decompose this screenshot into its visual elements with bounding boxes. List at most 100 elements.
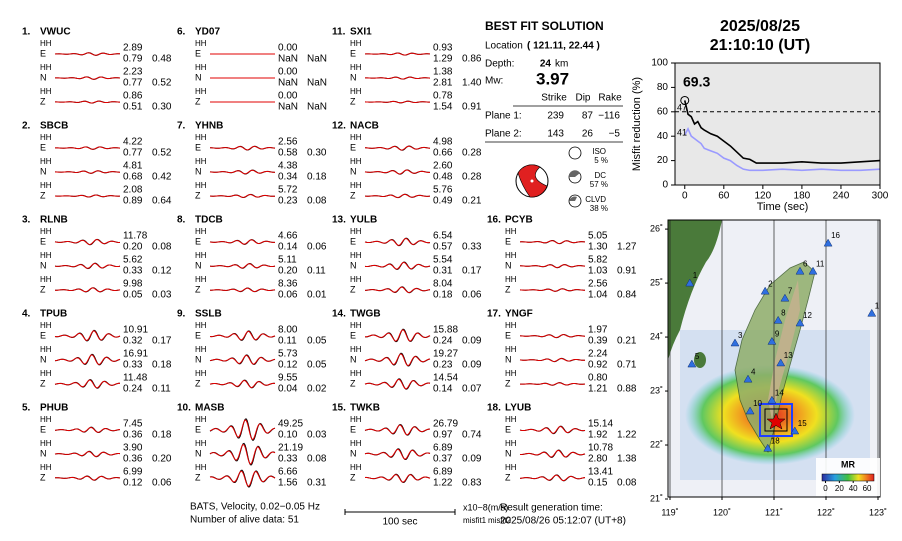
misfit1: 0.06 <box>278 290 298 301</box>
component-label: Z <box>195 284 201 294</box>
misfit1: 0.32 <box>123 336 143 347</box>
station-label: 10 <box>753 399 762 408</box>
component-name: ISO <box>592 147 606 156</box>
y-tick-label: 21˚ <box>650 493 663 503</box>
misfit2: 0.09 <box>462 454 482 465</box>
waveform-synthetic <box>209 444 276 465</box>
misfit1: 0.23 <box>278 196 298 207</box>
amplitude: 21.19 <box>278 443 303 454</box>
station-label: 2 <box>768 279 773 288</box>
station-number: 16. <box>487 215 501 226</box>
channel-label: HH <box>505 251 517 260</box>
waveform-synthetic <box>209 169 276 175</box>
amplitude: 16.91 <box>123 349 148 360</box>
waveform-synthetic <box>209 470 276 487</box>
misfit2: 0.12 <box>152 266 172 277</box>
misfit1: 0.79 <box>123 54 143 65</box>
misfit2: 0.07 <box>462 384 482 395</box>
plane-value: 87 <box>582 111 594 122</box>
waveform-synthetic <box>364 448 431 460</box>
misfit1: 0.12 <box>278 360 298 371</box>
channel-label: HH <box>350 133 362 142</box>
misfit2: 0.08 <box>152 242 172 253</box>
misfit2: 0.71 <box>617 360 637 371</box>
misfit1: 1.22 <box>433 478 453 489</box>
waveform-synthetic <box>365 329 431 342</box>
channel-label: HH <box>195 63 207 72</box>
y-tick-label: 80 <box>657 82 669 93</box>
waveform-synthetic <box>364 424 431 436</box>
waveform-synthetic <box>364 286 431 294</box>
misfit2: 0.20 <box>152 454 172 465</box>
waveform-synthetic <box>209 239 276 245</box>
component-label: Z <box>350 378 356 388</box>
misfit2: 0.18 <box>152 360 172 371</box>
station-name: TPUB <box>40 309 67 320</box>
channel-label: HH <box>40 63 52 72</box>
component-label: Z <box>40 96 46 106</box>
channel-label: HH <box>350 345 362 354</box>
station-marker <box>823 238 833 247</box>
station-number: 5. <box>22 403 31 414</box>
station-name: SXI1 <box>350 27 372 38</box>
misfit2: 0.09 <box>462 360 482 371</box>
waveform-synthetic <box>519 425 586 434</box>
channel-label: HH <box>505 345 517 354</box>
result-time: 2025/08/26 05:12:07 (UT+8) <box>500 516 626 527</box>
component-label: E <box>195 424 201 434</box>
station-label: 7 <box>788 286 793 295</box>
misfit2: 0.84 <box>617 290 637 301</box>
peak-marker <box>680 95 690 105</box>
misfit1: 0.18 <box>433 290 453 301</box>
component-icon-fill <box>569 196 577 201</box>
component-label: N <box>350 72 357 82</box>
station-marker <box>790 426 800 435</box>
channel-label: HH <box>195 133 207 142</box>
misfit2: 0.08 <box>307 454 327 465</box>
station-number: 10. <box>177 403 191 414</box>
waveform-synthetic <box>54 239 121 245</box>
component-label: Z <box>195 190 201 200</box>
plane-label: Plane 1: <box>485 111 522 122</box>
misfit1: 1.54 <box>433 102 453 113</box>
y-axis-label: Misfit reduction (%) <box>631 77 643 171</box>
amplitude: 5.72 <box>278 185 298 196</box>
amplitude: 11.78 <box>123 231 148 242</box>
misfit1: 0.24 <box>433 336 453 347</box>
channel-label: HH <box>505 275 517 284</box>
waveform-synthetic <box>364 52 431 56</box>
result-title: Result generation time: <box>500 503 603 514</box>
station-marker <box>773 315 783 324</box>
waveform-synthetic <box>54 330 121 341</box>
waveform-synthetic <box>54 426 121 433</box>
misfit1: 0.24 <box>123 384 143 395</box>
component-label: Z <box>350 96 356 106</box>
component-label: E <box>195 142 201 152</box>
waveform-synthetic <box>209 354 276 365</box>
waveform-synthetic <box>364 353 431 367</box>
channel-label: HH <box>505 463 517 472</box>
channel-label: HH <box>195 181 207 190</box>
location: ( 121.11, 22.44 ) <box>527 41 600 52</box>
station-number: 11. <box>332 27 346 38</box>
component-icon <box>568 146 582 160</box>
misfit2: 0.18 <box>152 430 172 441</box>
amplitude: 8.00 <box>278 325 298 336</box>
station-name: RLNB <box>40 215 68 226</box>
waveform-synthetic <box>209 287 276 293</box>
misfit1: 0.14 <box>433 384 453 395</box>
location-label: Location <box>485 41 523 52</box>
misfit1: 0.48 <box>433 172 453 183</box>
component-label: Z <box>195 472 201 482</box>
amplitude: 6.89 <box>433 443 453 454</box>
channel-label: HH <box>350 251 362 260</box>
epicenter-box <box>759 403 793 437</box>
component-label: E <box>350 330 356 340</box>
amplitude: 3.90 <box>123 443 143 454</box>
station-name: TWGB <box>350 309 381 320</box>
misfit1: 0.15 <box>588 478 608 489</box>
component-label: N <box>40 354 47 364</box>
component-label: Z <box>350 190 356 200</box>
component-percent: 57 % <box>590 180 608 189</box>
station-marker <box>808 266 818 275</box>
